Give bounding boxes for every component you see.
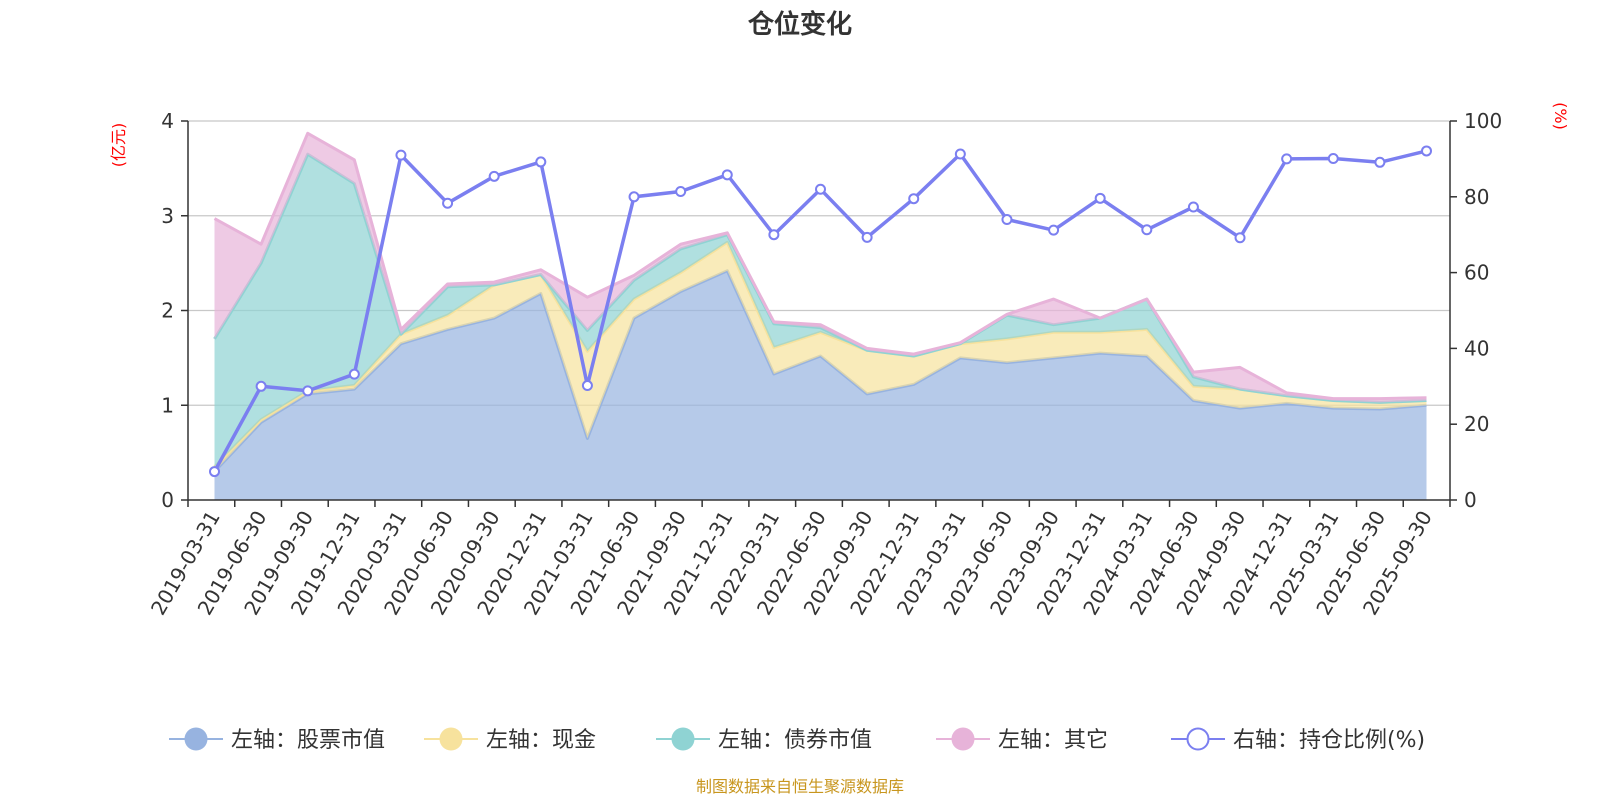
legend-label: 左轴：债券市值: [718, 728, 872, 753]
legend-marker-icon: [951, 727, 975, 751]
left-axis-tick-label: 2: [161, 299, 174, 323]
chart-title: 仓位变化: [747, 9, 852, 40]
ratio-point[interactable]: [1094, 192, 1106, 204]
ratio-point[interactable]: [768, 229, 780, 241]
legend-label: 左轴：其它: [998, 728, 1108, 753]
left-axis-tick-label: 0: [161, 488, 174, 512]
ratio-point[interactable]: [1001, 214, 1013, 226]
ratio-point[interactable]: [302, 385, 314, 397]
ratio-line-series: [209, 145, 1432, 478]
ratio-point[interactable]: [1187, 201, 1199, 213]
stock-value-area: [214, 270, 1427, 500]
right-axis-tick-label: 60: [1464, 261, 1489, 285]
ratio-point[interactable]: [581, 380, 593, 392]
right-axis-tick-label: 20: [1464, 412, 1489, 436]
ratio-point[interactable]: [954, 148, 966, 160]
legend[interactable]: 左轴：股票市值 左轴：现金 左轴：债券市值 左轴：其它 右轴：持仓比例(%): [169, 727, 1425, 754]
ratio-point[interactable]: [209, 466, 220, 478]
ratio-point[interactable]: [628, 191, 640, 203]
right-axis-tick-label: 40: [1464, 336, 1489, 360]
ratio-point[interactable]: [1141, 224, 1153, 236]
legend-marker-icon: [184, 727, 208, 751]
legend-item-ratio[interactable]: 右轴：持仓比例(%): [1171, 727, 1425, 753]
legend-label: 左轴：现金: [486, 728, 596, 753]
data-source-note: 制图数据来自恒生聚源数据库: [696, 777, 904, 796]
ratio-point[interactable]: [675, 185, 687, 197]
left-axis-tick-label: 1: [161, 393, 174, 417]
ratio-point[interactable]: [442, 197, 454, 209]
legend-marker-icon: [439, 727, 463, 751]
ratio-point[interactable]: [721, 169, 733, 181]
ratio-point[interactable]: [395, 149, 407, 161]
other-line: [213, 131, 1427, 401]
ratio-point[interactable]: [861, 231, 873, 243]
legend-item-other[interactable]: 左轴：其它: [936, 727, 1108, 754]
bond-value-area: [214, 154, 1427, 467]
ratio-point[interactable]: [1327, 153, 1339, 165]
legend-marker-icon: [1186, 727, 1210, 751]
ratio-point[interactable]: [908, 193, 920, 205]
ratio-point[interactable]: [815, 183, 826, 195]
ratio-point[interactable]: [348, 368, 360, 380]
legend-marker-icon: [671, 727, 695, 751]
ratio-point[interactable]: [1281, 153, 1293, 165]
left-axis-unit: (亿元): [109, 123, 128, 168]
ratio-point[interactable]: [1421, 145, 1432, 157]
cash-area: [214, 242, 1427, 472]
ratio-point[interactable]: [1048, 224, 1060, 236]
left-axis-tick-label: 4: [161, 109, 174, 133]
legend-item-bond-value[interactable]: 左轴：债券市值: [656, 727, 872, 754]
legend-label: 右轴：持仓比例(%): [1233, 728, 1425, 753]
ratio-point[interactable]: [1374, 156, 1386, 168]
right-axis-tick-label: 80: [1464, 185, 1489, 209]
legend-item-stock-value[interactable]: 左轴：股票市值: [169, 727, 385, 754]
area-series: [213, 131, 1427, 500]
legend-item-cash[interactable]: 左轴：现金: [424, 727, 596, 754]
ratio-point[interactable]: [488, 170, 500, 182]
ratio-point[interactable]: [535, 156, 547, 168]
ratio-point[interactable]: [1234, 232, 1246, 244]
legend-label: 左轴：股票市值: [231, 728, 385, 753]
right-axis-tick-label: 100: [1464, 109, 1502, 133]
right-axis-tick-label: 0: [1464, 488, 1477, 512]
other-area: [214, 133, 1427, 403]
left-axis-tick-label: 3: [161, 204, 174, 228]
ratio-point[interactable]: [255, 380, 267, 392]
right-axis-unit: (%): [1551, 102, 1570, 130]
